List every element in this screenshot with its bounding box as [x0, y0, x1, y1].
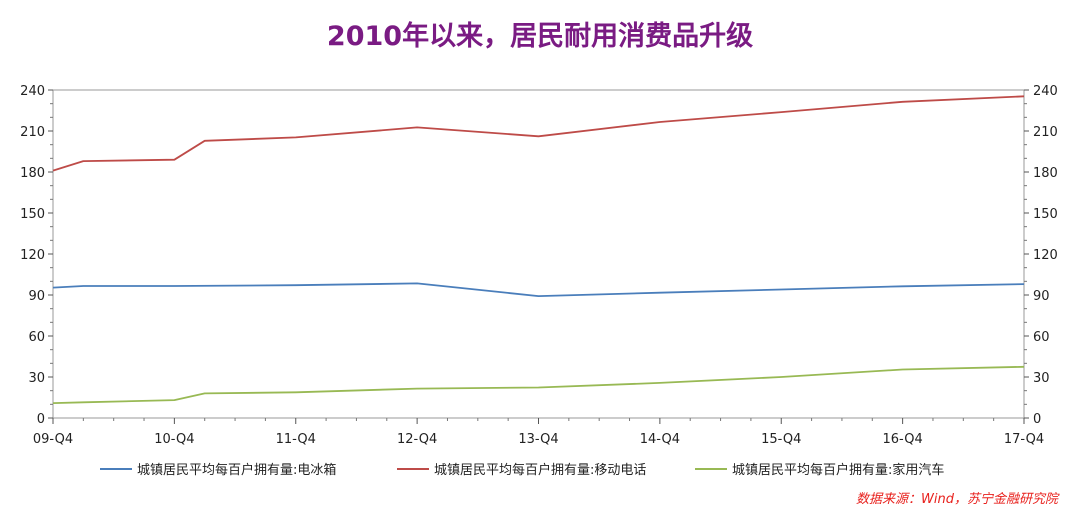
y-tick-label-right: 0 — [1033, 412, 1041, 427]
y-tick-label-right: 60 — [1033, 330, 1050, 345]
chart-title: 2010年以来，居民耐用消费品升级 — [326, 21, 754, 52]
axes: 0 0 30 30 60 60 90 90 120 120 150 150 180 180 210 210 24… — [20, 84, 1058, 447]
x-tick-label: 15-Q4 — [761, 432, 801, 447]
y-tick-label-right: 240 — [1033, 84, 1058, 99]
x-tick-label: 12-Q4 — [397, 432, 437, 447]
series-line-family-car — [52, 365, 1025, 404]
plot-area — [52, 89, 1025, 419]
x-tick-label: 13-Q4 — [518, 432, 558, 447]
x-tick-label: 11-Q4 — [276, 432, 316, 447]
y-tick-label-right: 150 — [1033, 207, 1058, 222]
y-tick-label-left: 120 — [20, 248, 45, 263]
y-tick-label-left: 90 — [28, 289, 45, 304]
y-tick-label-right: 210 — [1033, 125, 1058, 140]
x-tick-label: 10-Q4 — [154, 432, 194, 447]
x-tick-label: 14-Q4 — [640, 432, 680, 447]
y-tick-label-right: 180 — [1033, 166, 1058, 181]
legend-label-refrigerator: 城镇居民平均每百户拥有量:电冰箱 — [137, 462, 336, 478]
y-tick-label-right: 120 — [1033, 248, 1058, 263]
y-tick-label-right: 30 — [1033, 371, 1050, 386]
x-tick-label: 09-Q4 — [33, 432, 73, 447]
y-tick-label-left: 30 — [28, 371, 45, 386]
series-line-mobile-phone — [52, 95, 1025, 172]
series-lines — [52, 95, 1025, 404]
series-line-refrigerator — [52, 282, 1025, 298]
x-tick-label: 17-Q4 — [1004, 432, 1044, 447]
x-tick-label: 16-Q4 — [883, 432, 923, 447]
legend: 城镇居民平均每百户拥有量:电冰箱 城镇居民平均每百户拥有量:移动电话 城镇居民平均每… — [100, 462, 944, 478]
legend-label-family-car: 城镇居民平均每百户拥有量:家用汽车 — [732, 462, 944, 478]
y-tick-label-right: 90 — [1033, 289, 1050, 304]
y-tick-label-left: 0 — [37, 412, 45, 427]
y-tick-label-left: 60 — [28, 330, 45, 345]
legend-label-mobile-phone: 城镇居民平均每百户拥有量:移动电话 — [434, 462, 646, 478]
y-tick-label-left: 150 — [20, 207, 45, 222]
y-tick-label-left: 240 — [20, 84, 45, 99]
y-tick-label-left: 180 — [20, 166, 45, 181]
data-source-note: 数据来源：Wind，苏宁金融研究院 — [856, 492, 1058, 507]
y-tick-label-left: 210 — [20, 125, 45, 140]
